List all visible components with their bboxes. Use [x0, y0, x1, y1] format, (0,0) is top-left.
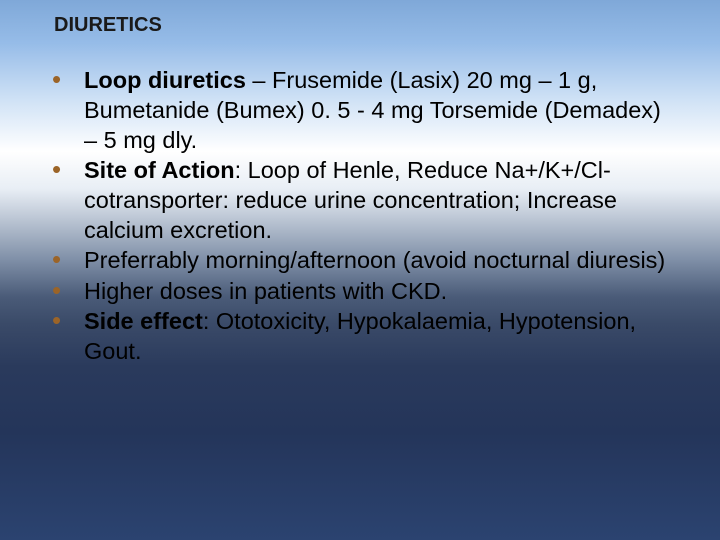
- bullet-item: • Preferrably morning/afternoon (avoid n…: [50, 245, 670, 275]
- bullet-icon: •: [50, 306, 84, 366]
- bullet-item: • Site of Action: Loop of Henle, Reduce …: [50, 155, 670, 245]
- slide-content: • Loop diuretics – Frusemide (Lasix) 20 …: [50, 65, 670, 366]
- bullet-item: • Higher doses in patients with CKD.: [50, 276, 670, 306]
- bullet-item: • Loop diuretics – Frusemide (Lasix) 20 …: [50, 65, 670, 155]
- bullet-icon: •: [50, 65, 84, 155]
- bullet-icon: •: [50, 276, 84, 306]
- bullet-text: Loop diuretics – Frusemide (Lasix) 20 mg…: [84, 65, 670, 155]
- slide-title: DIURETICS: [54, 14, 670, 37]
- bullet-text: Side effect: Ototoxicity, Hypokalaemia, …: [84, 306, 670, 366]
- bullet-text: Higher doses in patients with CKD.: [84, 276, 670, 306]
- bullet-icon: •: [50, 245, 84, 275]
- bullet-text: Site of Action: Loop of Henle, Reduce Na…: [84, 155, 670, 245]
- bullet-item: • Side effect: Ototoxicity, Hypokalaemia…: [50, 306, 670, 366]
- slide: DIURETICS • Loop diuretics – Frusemide (…: [0, 0, 720, 540]
- bullet-text: Preferrably morning/afternoon (avoid noc…: [84, 245, 670, 275]
- bullet-icon: •: [50, 155, 84, 245]
